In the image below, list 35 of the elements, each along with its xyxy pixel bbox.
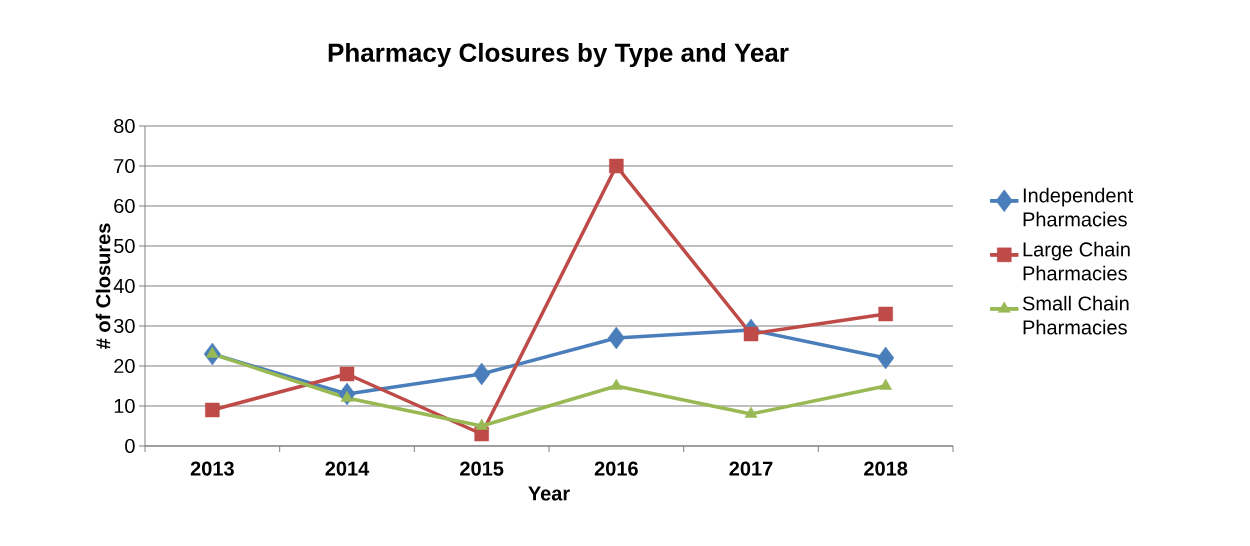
legend-label: Small Chain Pharmacies	[1022, 295, 1129, 335]
x-tick-label: 2016	[594, 461, 638, 476]
chart-title: Pharmacy Closures by Type and Year	[328, 42, 789, 68]
x-axis-title: Year	[528, 486, 570, 501]
point	[607, 326, 625, 350]
x-tick-label: 2013	[190, 461, 234, 476]
point	[205, 402, 220, 418]
point	[744, 406, 758, 418]
y-tick-label: 0	[125, 438, 135, 454]
point	[609, 158, 624, 174]
legend-label: Independent Pharmacies	[1023, 187, 1134, 227]
x-tick-label: 2014	[325, 461, 370, 476]
y-tick-label: 50	[114, 238, 135, 254]
point	[743, 326, 759, 342]
point	[206, 346, 219, 358]
point	[878, 306, 893, 322]
point	[473, 362, 491, 386]
point	[610, 378, 623, 390]
y-tick-label: 30	[114, 318, 135, 334]
y-tick-label: 60	[114, 198, 135, 214]
y-tick-label: 20	[114, 358, 135, 374]
x-tick-label: 2017	[729, 461, 773, 476]
y-tick-label: 40	[113, 278, 135, 294]
y-tick-label: 10	[114, 398, 135, 414]
point	[339, 366, 355, 382]
y-tick-label: 80	[114, 118, 135, 134]
x-tick-label: 2018	[864, 461, 908, 476]
point	[877, 346, 895, 370]
point	[340, 390, 354, 402]
point	[879, 378, 892, 390]
y-tick-label: 70	[114, 158, 135, 174]
point	[475, 418, 488, 430]
x-tick-label: 2015	[460, 461, 504, 476]
y-axis-title: # of Closures	[95, 223, 111, 349]
legend-label: Large Chain Pharmacies	[1023, 241, 1130, 281]
